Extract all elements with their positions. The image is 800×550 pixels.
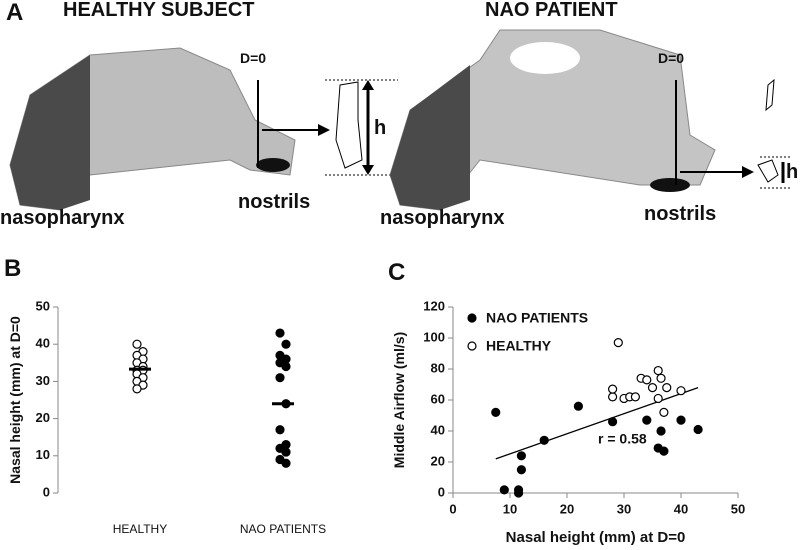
- panel-title: NAO PATIENT: [485, 0, 618, 21]
- healthy-rendering: [9, 47, 398, 211]
- trendline: [495, 386, 699, 460]
- point: [693, 424, 703, 435]
- annotation: r = 0.58: [598, 431, 647, 447]
- y-axis-title: Nasal height (mm) at D=0: [7, 316, 23, 484]
- point: [607, 417, 618, 427]
- point: [516, 451, 527, 461]
- y-axis-title: Middle Airflow (ml/s): [391, 332, 407, 468]
- y-tick-label: 30: [36, 373, 50, 388]
- point: [676, 386, 686, 396]
- x-tick-label: 40: [674, 501, 688, 516]
- y-tick-label: 120: [423, 298, 445, 313]
- y-tick-label: 50: [36, 298, 50, 313]
- point: [573, 401, 584, 411]
- y-tick-label: 20: [431, 453, 445, 468]
- annotation: h: [374, 117, 386, 139]
- point: [132, 339, 142, 349]
- annotation: D=0: [658, 50, 684, 66]
- legend-label: NAO PATIENTS: [486, 310, 588, 326]
- y-tick-label: 10: [36, 447, 50, 462]
- point: [653, 393, 663, 404]
- point: [642, 375, 652, 385]
- point: [275, 373, 285, 383]
- annotation: nasopharynx: [0, 207, 124, 229]
- point: [630, 392, 641, 402]
- point: [275, 328, 285, 338]
- legend-label: HEALTHY: [486, 338, 552, 354]
- point: [659, 407, 669, 417]
- y-tick-label: 0: [438, 484, 445, 499]
- point: [281, 339, 291, 349]
- annotation: D=0: [240, 50, 266, 66]
- point: [653, 365, 663, 376]
- point: [281, 361, 291, 372]
- x-tick-label: 10: [503, 501, 517, 516]
- legend-marker: [467, 341, 477, 351]
- point: [281, 458, 291, 468]
- annotation: nasopharynx: [380, 207, 504, 229]
- x-tick-label: NAO PATIENTS: [240, 522, 326, 536]
- point: [491, 407, 501, 417]
- y-tick-label: 40: [36, 336, 50, 351]
- y-tick-label: 80: [431, 360, 445, 375]
- point: [516, 465, 527, 475]
- point: [607, 384, 618, 394]
- x-axis-title: Nasal height (mm) at D=0: [506, 529, 686, 546]
- y-tick-label: 20: [36, 410, 50, 425]
- x-tick-label: HEALTHY: [113, 522, 167, 536]
- y-tick-label: 0: [43, 484, 50, 499]
- point: [642, 415, 652, 425]
- point: [676, 415, 686, 425]
- nao-rendering: [389, 29, 790, 211]
- point: [513, 488, 524, 498]
- y-tick-label: 100: [423, 329, 445, 344]
- point: [647, 383, 658, 393]
- annotation: nostrils: [238, 191, 310, 213]
- point: [662, 383, 672, 393]
- point: [659, 446, 669, 456]
- annotation: h: [786, 161, 798, 183]
- point: [656, 426, 666, 436]
- panel-title: HEALTHY SUBJECT: [63, 0, 255, 21]
- x-tick-label: 20: [560, 501, 574, 516]
- x-tick-label: 50: [731, 501, 745, 516]
- legend-marker: [467, 313, 477, 323]
- point: [607, 392, 618, 402]
- annotation: nostrils: [644, 203, 716, 225]
- point: [613, 338, 623, 348]
- point: [656, 373, 666, 383]
- panel-label: A: [6, 0, 23, 26]
- point: [539, 435, 549, 445]
- panel-label: C: [388, 259, 405, 286]
- y-tick-label: 60: [431, 391, 445, 406]
- point: [281, 447, 291, 457]
- x-tick-label: 30: [617, 501, 631, 516]
- point: [499, 485, 509, 495]
- point: [132, 384, 142, 394]
- x-tick-label: 0: [449, 501, 456, 516]
- y-tick-label: 40: [431, 422, 445, 437]
- panel-label: B: [4, 255, 21, 282]
- point: [275, 425, 285, 435]
